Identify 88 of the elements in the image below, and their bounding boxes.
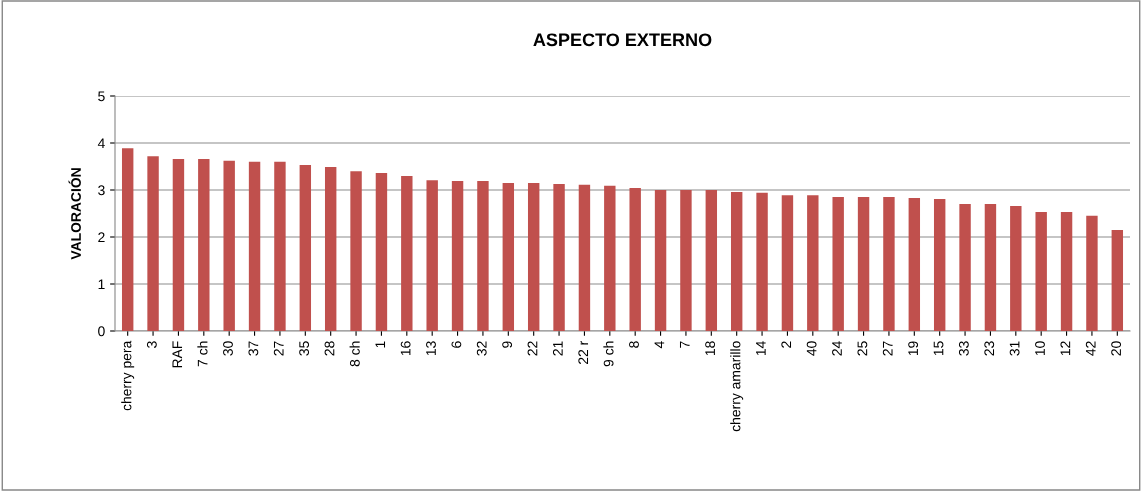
- bar: [857, 197, 870, 331]
- x-tick-label: 40: [806, 341, 817, 356]
- bar: [147, 156, 159, 331]
- x-tick-label: cherry pera: [121, 340, 135, 411]
- x-tick-label: 9: [502, 341, 513, 348]
- x-tick-label: 35: [299, 341, 310, 356]
- x-tick-label: 6: [451, 341, 462, 348]
- x-tick-label: 33: [958, 341, 969, 356]
- bar: [1010, 205, 1022, 331]
- x-tick-label: 8: [629, 341, 639, 348]
- x-tick-label: 13: [426, 341, 436, 356]
- bar: [832, 197, 844, 331]
- x-tick-label: RAF: [172, 341, 183, 368]
- bar: [451, 181, 464, 331]
- x-tick-label: 14: [756, 341, 766, 356]
- bar: [527, 182, 540, 331]
- bar: [324, 166, 337, 331]
- x-tick-label: 1: [375, 341, 386, 348]
- x-tick-label: 31: [1009, 341, 1020, 356]
- bar: [426, 180, 438, 331]
- bar: [172, 158, 185, 331]
- y-tick-label: 0: [98, 326, 105, 337]
- x-tick-label: 9 ch: [603, 341, 614, 367]
- y-tick-label: 2: [98, 232, 105, 243]
- bar: [730, 191, 743, 331]
- x-tick-label: 22: [527, 341, 538, 356]
- bar: [959, 204, 971, 331]
- x-tick-label: 18: [705, 341, 716, 356]
- y-tick-label: 5: [98, 91, 105, 102]
- x-tick-label: 19: [908, 341, 919, 356]
- bar: [1111, 229, 1124, 331]
- x-tick-label: 20: [1111, 341, 1122, 356]
- x-tick-label: 8 ch: [349, 341, 360, 367]
- bar: [1035, 212, 1047, 331]
- bar: [198, 158, 210, 331]
- bar: [756, 192, 768, 331]
- x-tick-label: 23: [984, 341, 995, 356]
- x-tick-label: 4: [654, 341, 665, 349]
- x-tick-label: 21: [552, 341, 563, 356]
- x-tick-label: cherry amarillo: [730, 341, 744, 432]
- bar: [1086, 215, 1098, 331]
- x-tick-label: 7: [679, 341, 690, 348]
- x-tick-label: 25: [857, 341, 868, 356]
- y-tick-label: 4: [97, 138, 105, 149]
- bar: [933, 198, 946, 331]
- x-tick-label: 42: [1085, 341, 1096, 356]
- x-tick-label: 3: [146, 341, 157, 348]
- bar: [680, 190, 692, 331]
- y-tick-label: 3: [98, 185, 105, 196]
- x-tick-label: 7 ch: [197, 341, 208, 367]
- bar: [807, 195, 819, 331]
- bar: [654, 190, 667, 331]
- x-tick-label: 15: [933, 341, 944, 356]
- y-tick-label: 1: [98, 279, 105, 290]
- bar: [299, 165, 312, 331]
- x-tick-label: 22 r: [578, 340, 589, 364]
- x-tick-label: 27: [273, 341, 284, 356]
- bar: [1060, 212, 1073, 331]
- bar: [375, 173, 388, 331]
- x-tick-label: 2: [781, 341, 792, 348]
- bar: [984, 204, 997, 331]
- x-tick-label: 32: [476, 341, 487, 356]
- x-tick-label: 37: [248, 341, 259, 356]
- bar: [578, 184, 591, 331]
- bar: [604, 185, 616, 331]
- bar: [908, 197, 921, 331]
- bar: [350, 171, 362, 331]
- x-tick-label: 10: [1035, 341, 1045, 356]
- chart-title: ASPECTO EXTERNO: [533, 33, 712, 47]
- bar: [274, 161, 286, 331]
- bar: [553, 183, 565, 331]
- x-tick-label: 30: [223, 341, 233, 356]
- bar: [401, 175, 413, 331]
- bar: [248, 161, 261, 331]
- x-tick-label: 24: [832, 341, 842, 356]
- x-tick-label: 16: [400, 341, 411, 356]
- bar: [781, 195, 794, 331]
- bar: [121, 148, 134, 331]
- bar: [705, 190, 718, 331]
- bar: [629, 188, 641, 331]
- bar: [477, 181, 489, 331]
- y-axis-title: VALORACIÓN: [68, 168, 81, 260]
- bar: [223, 160, 235, 331]
- bar: [502, 182, 515, 331]
- bar: [883, 197, 895, 331]
- x-tick-label: 12: [1060, 341, 1071, 356]
- x-tick-label: 28: [324, 341, 335, 356]
- x-tick-label: 27: [882, 341, 893, 356]
